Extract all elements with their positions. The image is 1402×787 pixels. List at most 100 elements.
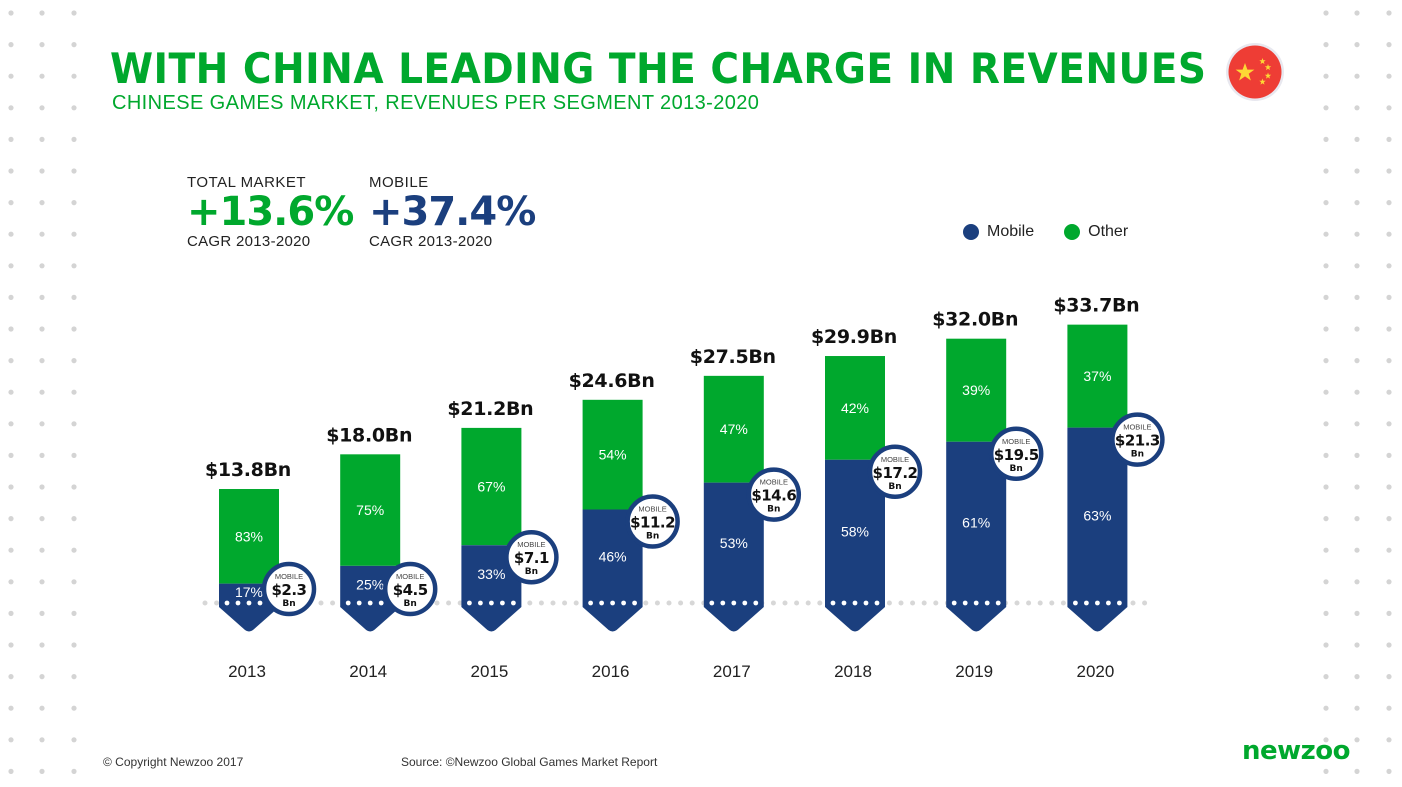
decor-dot (8, 452, 14, 458)
bar-total-label: $18.0Bn (326, 424, 412, 446)
bar-other-share-label: 39% (962, 382, 990, 398)
bar-baseline-dot (1117, 600, 1122, 606)
baseline-dot (330, 600, 336, 606)
decor-dot (39, 642, 45, 648)
dot-grid-left-decoration (8, 10, 77, 775)
decor-dot (1323, 136, 1329, 142)
decor-dot (1386, 452, 1392, 458)
badge-circle (1110, 412, 1165, 467)
decor-dot (1386, 484, 1392, 490)
baseline-dot (921, 600, 927, 606)
kpi-mobile: MOBILE +37.4% CAGR 2013-2020 (369, 174, 536, 250)
bar-baseline-dot (841, 600, 847, 606)
decor-dot (39, 579, 45, 585)
baseline-dot (1014, 600, 1020, 606)
bar-mobile-2017 (703, 482, 764, 632)
bar-other-share-label: 42% (841, 400, 869, 416)
decor-dot (1323, 579, 1329, 585)
badge-circle (504, 529, 559, 585)
decor-dot (1323, 484, 1329, 490)
decor-dot (1354, 484, 1360, 490)
badge-mobile-value: $21.3 (1115, 432, 1160, 450)
baseline-dot (794, 600, 800, 606)
decor-dot (1386, 674, 1392, 680)
decor-dot (1386, 200, 1392, 206)
decor-dot (8, 516, 14, 522)
baseline-dot (666, 600, 672, 606)
decor-dot (71, 547, 77, 553)
bar-baseline-dot (500, 600, 505, 606)
bar-mobile-2016 (582, 509, 643, 632)
decor-dot (71, 421, 77, 427)
badge-circle (746, 467, 802, 522)
badge-mobile-value: $2.3 (271, 581, 306, 599)
decor-dot (1354, 737, 1360, 743)
badge-caption: MOBILE (881, 455, 909, 464)
bar-total-label: $24.6Bn (569, 370, 655, 392)
decor-dot (1386, 326, 1392, 332)
baseline-dot (446, 600, 452, 606)
decor-dot (1323, 547, 1329, 553)
decor-dot (1386, 294, 1392, 300)
decor-dot (39, 105, 45, 111)
decor-dot (1323, 231, 1329, 237)
mobile-value-badge: MOBILE$4.5Bn (382, 561, 438, 617)
decor-dot (1354, 421, 1360, 427)
decor-dot (8, 737, 14, 743)
decor-dot (71, 10, 77, 16)
decor-dot (71, 105, 77, 111)
decor-dot (39, 10, 45, 16)
decor-dot (1354, 231, 1360, 237)
bar-baseline-dot (235, 600, 241, 606)
mobile-value-badge: MOBILE$7.1Bn (504, 529, 559, 585)
decor-dot (39, 674, 45, 680)
decor-dot (8, 389, 14, 395)
badge-unit: Bn (282, 599, 295, 609)
bar-baseline-dot (478, 600, 483, 606)
badge-mobile-value: $14.6 (751, 487, 796, 505)
bar-baseline-dot (224, 600, 230, 606)
decor-dot (71, 516, 77, 522)
bar-mobile-share-label: 53% (720, 535, 748, 551)
badge-circle (382, 561, 438, 617)
decor-dot (1354, 642, 1360, 648)
decor-dot (71, 136, 77, 142)
legend-swatch-other (1064, 224, 1081, 240)
bar-other-2014 (340, 454, 401, 566)
bar-baseline-dot (742, 600, 748, 606)
baseline-dot (214, 600, 220, 606)
decor-dot (39, 73, 45, 79)
baseline-dot (527, 600, 533, 606)
bar-mobile-share-label: 33% (477, 566, 505, 582)
decor-dot (1354, 768, 1360, 775)
decor-dot (8, 421, 14, 427)
decor-dot (8, 105, 14, 111)
bar-mobile-share-label: 58% (841, 523, 869, 539)
decor-dot (1386, 358, 1392, 364)
decor-dot (39, 389, 45, 395)
x-tick-label-2015: 2015 (470, 662, 508, 681)
decor-dot (71, 674, 77, 680)
baseline-dot (1130, 600, 1136, 606)
bar-mobile-share-label: 63% (1083, 507, 1111, 523)
decor-dot (39, 705, 45, 711)
kpi-total-market: TOTAL MARKET +13.6% CAGR 2013-2020 (187, 174, 354, 250)
decor-dot (1354, 294, 1360, 300)
decor-dot (1323, 642, 1329, 648)
badge-caption: MOBILE (396, 572, 424, 581)
decor-dot (8, 136, 14, 142)
decor-dot (39, 358, 45, 364)
badge-unit: Bn (646, 532, 659, 542)
decor-dot (71, 642, 77, 648)
badge-unit: Bn (767, 505, 780, 515)
decor-dot (71, 73, 77, 79)
baseline-dot (318, 600, 324, 606)
decor-dot (1323, 200, 1329, 206)
decor-dot (1386, 579, 1392, 585)
bar-baseline-dot (489, 600, 494, 606)
kpi-mobile-label: MOBILE (369, 174, 429, 191)
bar-baseline-dot (1095, 600, 1100, 606)
bar-total-label: $27.5Bn (690, 346, 776, 368)
